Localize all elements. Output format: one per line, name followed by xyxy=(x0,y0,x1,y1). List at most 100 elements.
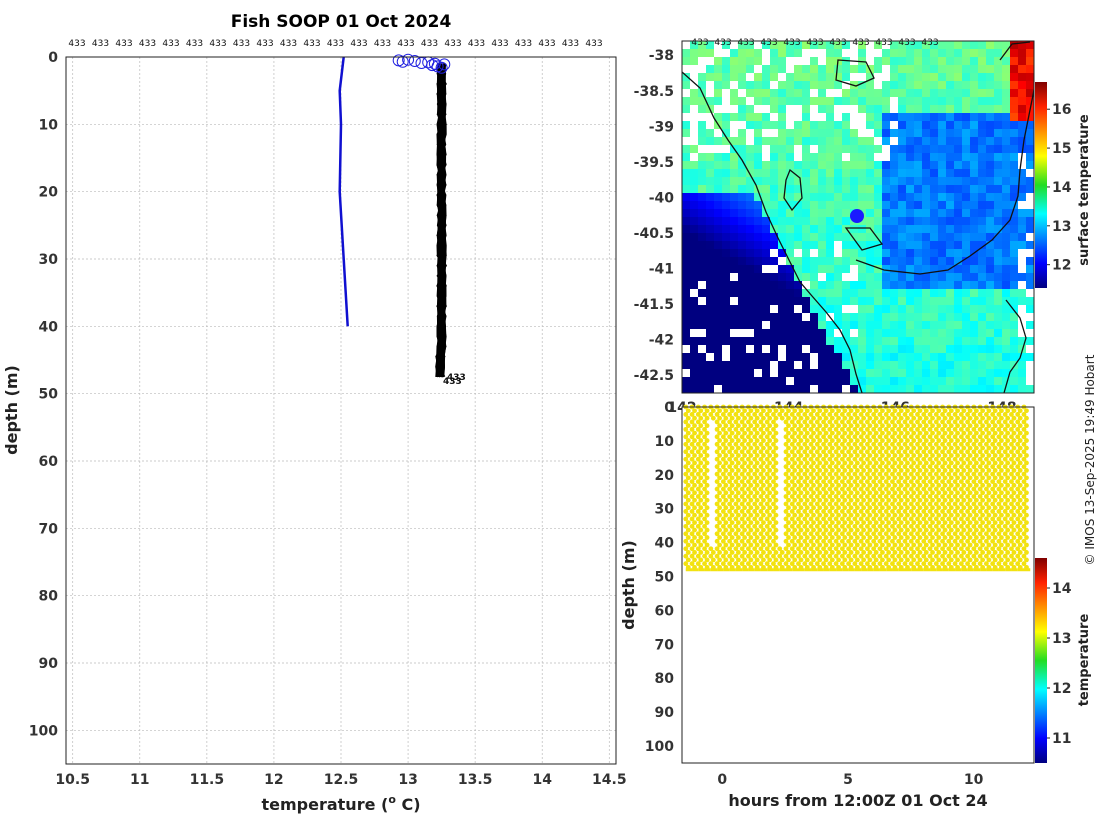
sst-cell xyxy=(778,313,786,321)
td-point xyxy=(977,486,983,492)
sst-cell xyxy=(786,361,794,369)
td-point xyxy=(886,430,892,436)
sst-cell xyxy=(906,89,914,97)
td-point xyxy=(720,456,726,462)
sst-cell xyxy=(890,265,898,273)
sst-cell xyxy=(850,281,858,289)
sst-cell xyxy=(986,337,994,345)
td-point xyxy=(735,520,741,526)
sst-cell xyxy=(842,321,850,329)
td-point xyxy=(817,408,823,414)
profile-x-axis-label: temperature (o C) xyxy=(261,793,420,814)
sst-cell xyxy=(946,193,954,201)
td-point xyxy=(961,557,967,563)
sst-cell xyxy=(922,265,930,273)
sst-cell xyxy=(930,305,938,313)
td-point xyxy=(733,561,739,567)
sst-cell xyxy=(954,337,962,345)
td-point xyxy=(917,408,923,414)
sst-cell xyxy=(978,185,986,193)
td-point xyxy=(905,423,910,429)
td-point xyxy=(858,486,864,492)
sst-cell xyxy=(810,193,818,201)
sst-cell xyxy=(970,185,978,193)
td-point xyxy=(846,494,852,499)
td-point xyxy=(842,453,848,458)
sst-cell xyxy=(810,329,818,337)
sst-cell xyxy=(770,281,778,289)
td-point xyxy=(867,445,873,451)
sst-cell xyxy=(1018,129,1026,137)
td-point xyxy=(704,490,710,496)
td-point xyxy=(720,449,726,455)
sst-cell xyxy=(922,305,930,313)
td-point xyxy=(902,553,908,559)
sst-cell xyxy=(1002,377,1010,385)
td-point xyxy=(827,412,833,417)
td-points xyxy=(683,404,1031,572)
td-point xyxy=(902,441,908,447)
sst-cell xyxy=(738,385,746,393)
td-point xyxy=(930,512,935,518)
sst-cell xyxy=(1026,97,1034,105)
td-point xyxy=(808,509,814,514)
sst-cell xyxy=(914,273,922,281)
td-point xyxy=(880,438,885,443)
sst-cell xyxy=(890,209,898,217)
td-point xyxy=(798,527,804,533)
td-point xyxy=(735,482,741,488)
td-point xyxy=(714,486,720,492)
sst-cell xyxy=(706,177,714,185)
sst-cell xyxy=(770,257,778,265)
td-point xyxy=(802,486,808,492)
td-point xyxy=(808,471,814,477)
td-point xyxy=(723,445,729,451)
td-point xyxy=(817,520,823,526)
td-point xyxy=(980,438,986,443)
sst-cell xyxy=(858,273,866,281)
td-point xyxy=(955,438,960,443)
td-point xyxy=(917,490,923,496)
td-point xyxy=(714,523,720,529)
td-point xyxy=(821,419,826,425)
sst-cell xyxy=(954,113,962,121)
td-point xyxy=(836,542,841,548)
td-point xyxy=(848,423,854,429)
td-point xyxy=(999,423,1004,429)
sst-cell xyxy=(850,225,858,233)
td-point xyxy=(986,505,992,511)
td-point xyxy=(792,408,798,414)
td-point xyxy=(802,509,808,514)
sst-cell xyxy=(746,201,754,209)
td-point xyxy=(892,438,898,443)
td-point xyxy=(854,557,860,563)
sst-cell xyxy=(882,161,890,169)
sst-cell xyxy=(986,353,994,361)
sst-cell xyxy=(986,241,994,249)
sst-cell xyxy=(786,313,794,321)
td-point xyxy=(871,464,877,470)
td-point xyxy=(786,423,791,429)
sst-cell xyxy=(778,249,786,257)
td-point xyxy=(871,523,877,529)
sst-cell xyxy=(722,257,730,265)
sst-cell xyxy=(770,273,778,281)
td-point xyxy=(746,464,751,470)
td-point xyxy=(786,430,791,436)
td-point xyxy=(967,520,973,526)
td-point xyxy=(754,535,760,540)
td-point xyxy=(702,419,707,425)
sst-cell xyxy=(834,321,842,329)
td-point xyxy=(971,531,977,537)
td-point xyxy=(983,561,989,567)
sst-cell xyxy=(730,289,738,297)
sst-cell xyxy=(850,321,858,329)
sst-cell xyxy=(850,129,858,137)
td-point xyxy=(698,535,704,540)
sst-cell xyxy=(722,129,730,137)
td-point xyxy=(873,490,879,496)
sst-cell xyxy=(978,321,986,329)
td-point xyxy=(992,453,998,458)
td-point xyxy=(942,535,948,540)
td-point xyxy=(958,486,964,492)
